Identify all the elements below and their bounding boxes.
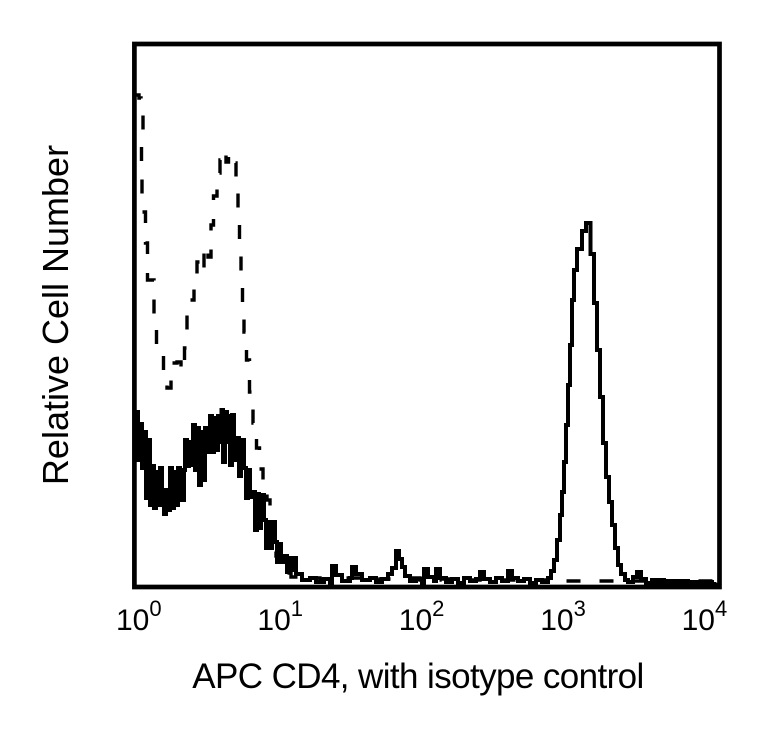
svg-text:Relative Cell Number: Relative Cell Number [35, 145, 76, 485]
svg-text:APC CD4, with isotype control: APC CD4, with isotype control [192, 657, 643, 696]
